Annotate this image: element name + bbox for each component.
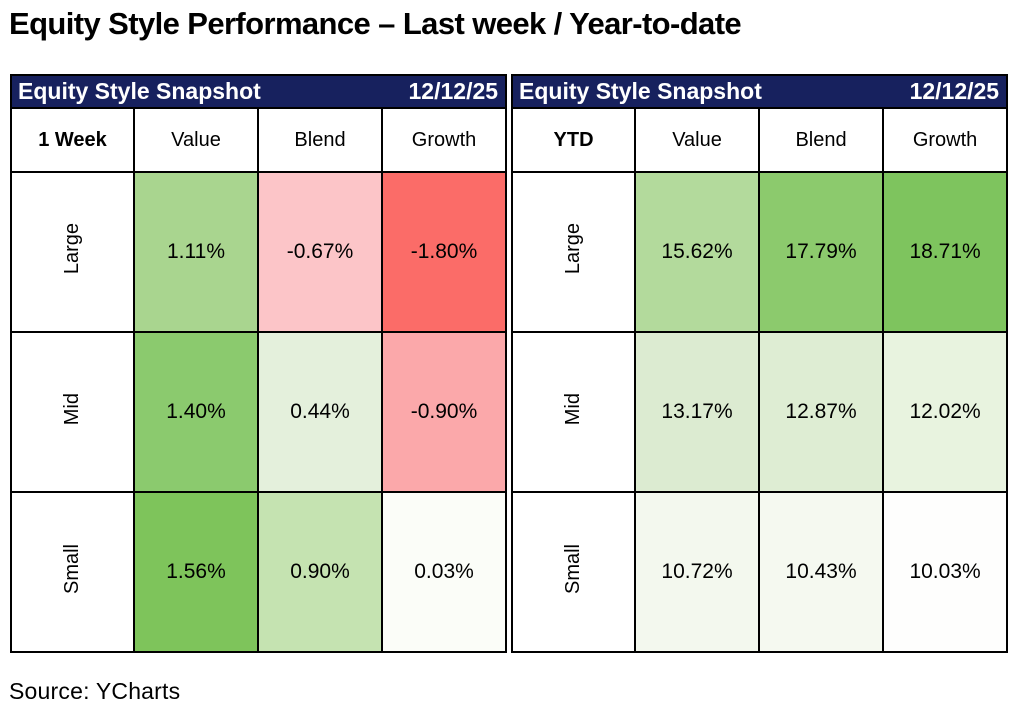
table-header-bar: Equity Style Snapshot 12/12/25 [511,74,1009,109]
cell-large-value: 15.62% [634,171,761,333]
row-label-mid: Mid [10,331,135,493]
column-header-value: Value [133,107,259,173]
cell-mid-value: 1.40% [133,331,259,493]
row-label-text: Mid [562,392,585,426]
row-label-mid: Mid [511,331,637,493]
cell-small-blend: 0.90% [257,491,383,653]
column-header-growth: Growth [882,107,1009,173]
table-header-date: 12/12/25 [408,78,499,104]
cell-large-value: 1.11% [133,171,259,333]
row-label-large: Large [10,171,135,333]
cell-small-value: 1.56% [133,491,259,653]
cell-mid-growth: 12.02% [882,331,1009,493]
table-header-date: 12/12/25 [909,78,1000,104]
table-row-small: Small 10.72% 10.43% 10.03% [511,491,1009,653]
row-label-large: Large [511,171,637,333]
cell-large-blend: 17.79% [758,171,885,333]
cell-mid-value: 13.17% [634,331,761,493]
column-header-blend: Blend [758,107,885,173]
row-label-text: Mid [61,392,83,426]
row-label-small: Small [10,491,135,653]
cell-small-growth: 10.03% [882,491,1009,653]
period-label: YTD [511,107,637,173]
cell-mid-blend: 0.44% [257,331,383,493]
table-row-mid: Mid 13.17% 12.87% 12.02% [511,331,1009,493]
cell-mid-blend: 12.87% [758,331,885,493]
table-row-large: Large 1.11% -0.67% -1.80% [10,171,508,333]
snapshot-table-1week: Equity Style Snapshot 12/12/25 1 Week Va… [9,74,508,653]
column-header-value: Value [634,107,761,173]
page-title: Equity Style Performance – Last week / Y… [9,6,742,41]
column-header-blend: Blend [257,107,383,173]
cell-large-growth: 18.71% [882,171,1009,333]
column-header-growth: Growth [380,107,508,173]
row-label-small: Small [511,491,637,653]
table-header-title: Equity Style Snapshot [519,78,762,104]
source-attribution: Source: YCharts [9,678,181,704]
cell-small-value: 10.72% [634,491,761,653]
cell-small-blend: 10.43% [758,491,885,653]
table-row-mid: Mid 1.40% 0.44% -0.90% [10,331,508,493]
table-header-bar: Equity Style Snapshot 12/12/25 [9,74,508,109]
table-row-small: Small 1.56% 0.90% 0.03% [10,491,508,653]
snapshot-table-ytd: Equity Style Snapshot 12/12/25 YTD Value… [511,74,1009,653]
snapshot-tables-container: Equity Style Snapshot 12/12/25 1 Week Va… [9,74,1009,653]
row-label-text: Large [61,223,83,275]
row-label-text: Small [562,543,585,594]
cell-mid-growth: -0.90% [380,331,508,493]
cell-large-blend: -0.67% [257,171,383,333]
row-label-text: Large [562,223,585,275]
period-label: 1 Week [10,107,135,173]
cell-small-growth: 0.03% [380,491,508,653]
row-label-text: Small [61,543,83,594]
cell-large-growth: -1.80% [380,171,508,333]
table-row-large: Large 15.62% 17.79% 18.71% [511,171,1009,333]
table-header-title: Equity Style Snapshot [18,78,261,104]
